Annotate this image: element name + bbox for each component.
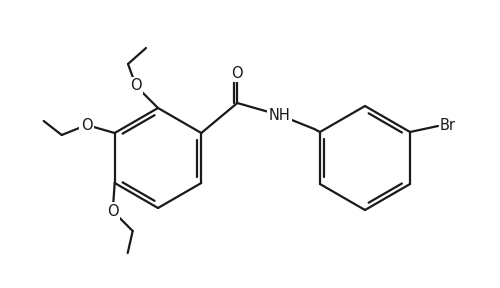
Text: O: O <box>130 79 142 94</box>
Text: O: O <box>232 65 243 81</box>
Text: NH: NH <box>268 107 290 122</box>
Text: O: O <box>81 118 92 132</box>
Text: Br: Br <box>440 118 456 134</box>
Text: O: O <box>107 204 118 219</box>
